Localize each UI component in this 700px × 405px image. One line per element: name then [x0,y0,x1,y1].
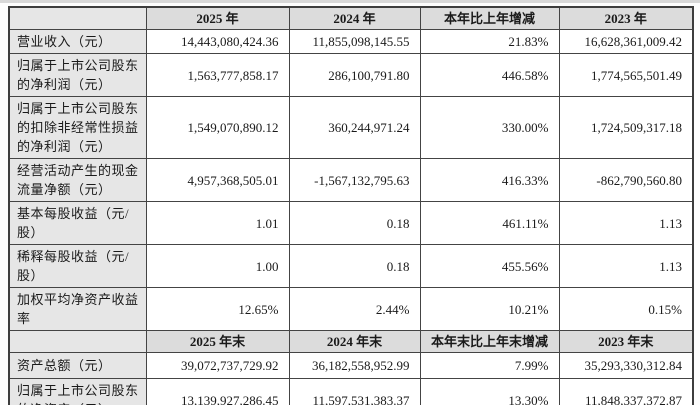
row-net-profit-excl-nonrecurring: 归属于上市公司股东的扣除非经常性损益的净利润（元） 1,549,070,890.… [8,96,694,159]
roe-change: 10.21% [419,287,560,331]
roe-2023: 0.15% [558,287,694,331]
roe-2024: 2.44% [288,287,421,331]
row-operating-revenue: 营业收入（元） 14,443,080,424.36 11,855,098,145… [8,29,694,54]
net-assets-2025: 13,139,927,286.45 [145,378,290,405]
row-diluted-eps: 稀释每股收益（元/股） 1.00 0.18 455.56% 1.13 [8,244,694,288]
row-label: 加权平均净资产收益率 [8,287,147,331]
col-header-2025-yearend: 2025 年末 [145,330,290,353]
diluted-eps-2024: 0.18 [288,244,421,288]
row-label: 归属于上市公司股东的净资产（元） [8,378,147,405]
diluted-eps-2023: 1.13 [558,244,694,288]
basic-eps-2024: 0.18 [288,201,421,245]
net-assets-2024: 11,597,531,383.37 [288,378,421,405]
net-profit-excl-2024: 360,244,971.24 [288,96,421,159]
row-total-assets: 资产总额（元） 39,072,737,729.92 36,182,558,952… [8,352,694,379]
cash-flow-2023: -862,790,560.80 [558,158,694,202]
net-profit-2024: 286,100,791.80 [288,53,421,97]
total-assets-2025: 39,072,737,729.92 [145,352,290,379]
diluted-eps-2025: 1.00 [145,244,290,288]
net-assets-2023: 11,848,337,372.87 [558,378,694,405]
revenue-2023: 16,628,361,009.42 [558,29,694,54]
total-assets-2023: 35,293,330,312.84 [558,352,694,379]
col-header-2024-yearend: 2024 年末 [288,330,421,353]
row-weighted-avg-roe: 加权平均净资产收益率 12.65% 2.44% 10.21% 0.15% [8,287,694,331]
col-header-2025: 2025 年 [145,6,290,30]
revenue-2025: 14,443,080,424.36 [145,29,290,54]
basic-eps-2025: 1.01 [145,201,290,245]
net-profit-excl-2025: 1,549,070,890.12 [145,96,290,159]
row-label: 稀释每股收益（元/股） [8,244,147,288]
corner-cell [8,6,147,30]
net-profit-excl-change: 330.00% [419,96,560,159]
basic-eps-change: 461.11% [419,201,560,245]
row-label: 归属于上市公司股东的净利润（元） [8,53,147,97]
col-header-2024: 2024 年 [288,6,421,30]
diluted-eps-change: 455.56% [419,244,560,288]
cash-flow-change: 416.33% [419,158,560,202]
total-assets-change: 7.99% [419,352,560,379]
previous-row-edge [0,0,700,3]
row-net-assets: 归属于上市公司股东的净资产（元） 13,139,927,286.45 11,59… [8,378,694,405]
row-operating-cash-flow: 经营活动产生的现金流量净额（元） 4,957,368,505.01 -1,567… [8,158,694,202]
net-profit-2023: 1,774,565,501.49 [558,53,694,97]
col-header-2023-yearend: 2023 年末 [558,330,694,353]
col-header-yearend-change: 本年末比上年末增减 [419,330,560,353]
revenue-change: 21.83% [419,29,560,54]
basic-eps-2023: 1.13 [558,201,694,245]
revenue-2024: 11,855,098,145.55 [288,29,421,54]
col-header-yoy-change: 本年比上年增减 [419,6,560,30]
roe-2025: 12.65% [145,287,290,331]
row-label: 资产总额（元） [8,352,147,379]
cash-flow-2025: 4,957,368,505.01 [145,158,290,202]
row-label: 营业收入（元） [8,29,147,54]
row-label: 归属于上市公司股东的扣除非经常性损益的净利润（元） [8,96,147,159]
total-assets-2024: 36,182,558,952.99 [288,352,421,379]
cash-flow-2024: -1,567,132,795.63 [288,158,421,202]
net-profit-2025: 1,563,777,858.17 [145,53,290,97]
net-profit-change: 446.58% [419,53,560,97]
period-header-row: 2025 年 2024 年 本年比上年增减 2023 年 [8,6,694,30]
net-profit-excl-2023: 1,724,509,317.18 [558,96,694,159]
corner-cell [8,330,147,353]
row-label: 经营活动产生的现金流量净额（元） [8,158,147,202]
net-assets-change: 13.30% [419,378,560,405]
row-net-profit: 归属于上市公司股东的净利润（元） 1,563,777,858.17 286,10… [8,53,694,97]
row-label: 基本每股收益（元/股） [8,201,147,245]
financial-summary-table: 2025 年 2024 年 本年比上年增减 2023 年 营业收入（元） 14,… [8,6,694,405]
row-basic-eps: 基本每股收益（元/股） 1.01 0.18 461.11% 1.13 [8,201,694,245]
col-header-2023: 2023 年 [558,6,694,30]
yearend-header-row: 2025 年末 2024 年末 本年末比上年末增减 2023 年末 [8,330,694,353]
